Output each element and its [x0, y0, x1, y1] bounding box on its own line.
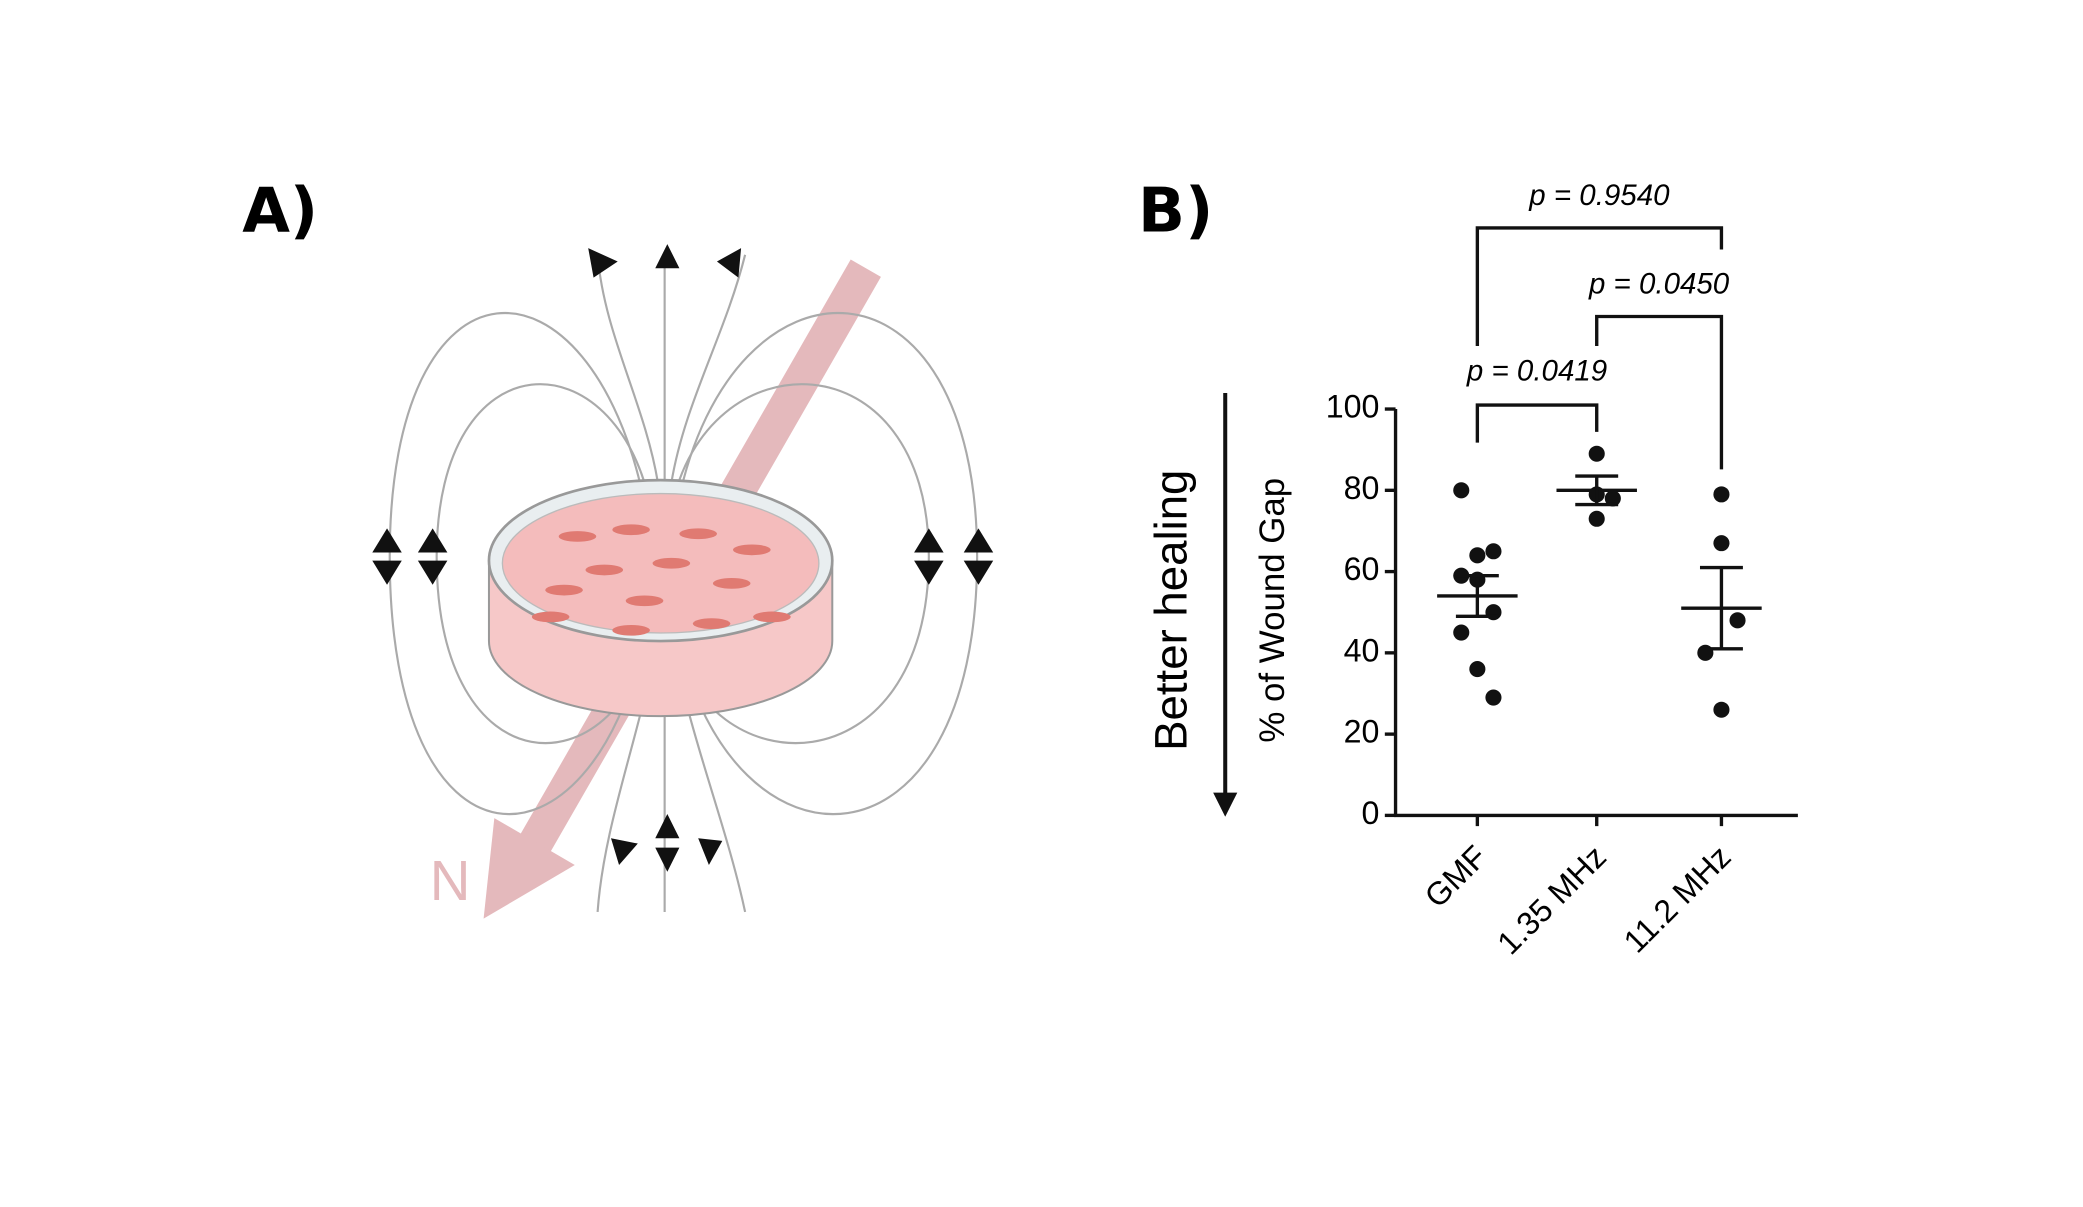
p-value: p = 0.0450 — [1588, 267, 1730, 300]
annotation: Better healing — [1145, 470, 1196, 751]
illustration: N — [372, 244, 994, 919]
pole-label: N — [430, 849, 471, 912]
x-tick-label: 1.35 MHz — [1490, 838, 1613, 961]
p-value: p = 0.9540 — [1528, 179, 1670, 212]
field-line — [435, 383, 653, 745]
data-point — [1729, 612, 1746, 629]
field-line — [677, 311, 979, 815]
field-line — [388, 312, 646, 816]
y-tick-label: 40 — [1344, 632, 1380, 668]
field-arrow-head — [483, 818, 575, 919]
y-tick-label: 0 — [1362, 795, 1380, 831]
data-point — [1604, 490, 1621, 507]
y-tick-label: 20 — [1344, 714, 1380, 750]
data-point — [1453, 624, 1470, 641]
significance-bracket — [1595, 314, 1724, 470]
data-point — [1453, 482, 1470, 499]
data-point — [1588, 510, 1605, 527]
p-value: p = 0.0419 — [1466, 355, 1607, 388]
data-point — [1713, 535, 1730, 552]
y-tick-label: 100 — [1326, 389, 1380, 425]
field-arrows — [372, 244, 994, 872]
panel-label: B) — [1138, 175, 1213, 247]
data-point — [1713, 486, 1730, 503]
cells — [531, 524, 791, 636]
y-tick-label: 80 — [1344, 470, 1380, 506]
data-point — [1713, 701, 1730, 718]
y-axis-label: % of Wound Gap — [1253, 478, 1292, 743]
x-tick-label: 11.2 MHz — [1617, 838, 1738, 959]
y-tick-label: 60 — [1344, 551, 1380, 587]
panel-label: A) — [242, 175, 318, 247]
data-point — [1588, 445, 1605, 462]
data-point — [1469, 661, 1486, 678]
significance-bracket — [1475, 226, 1724, 347]
field-line — [670, 383, 930, 745]
data-point — [1469, 547, 1486, 564]
x-tick-label: GMF — [1418, 838, 1494, 914]
significance-bracket — [1475, 403, 1599, 443]
data-point — [1485, 543, 1502, 560]
data-point — [1485, 689, 1502, 706]
